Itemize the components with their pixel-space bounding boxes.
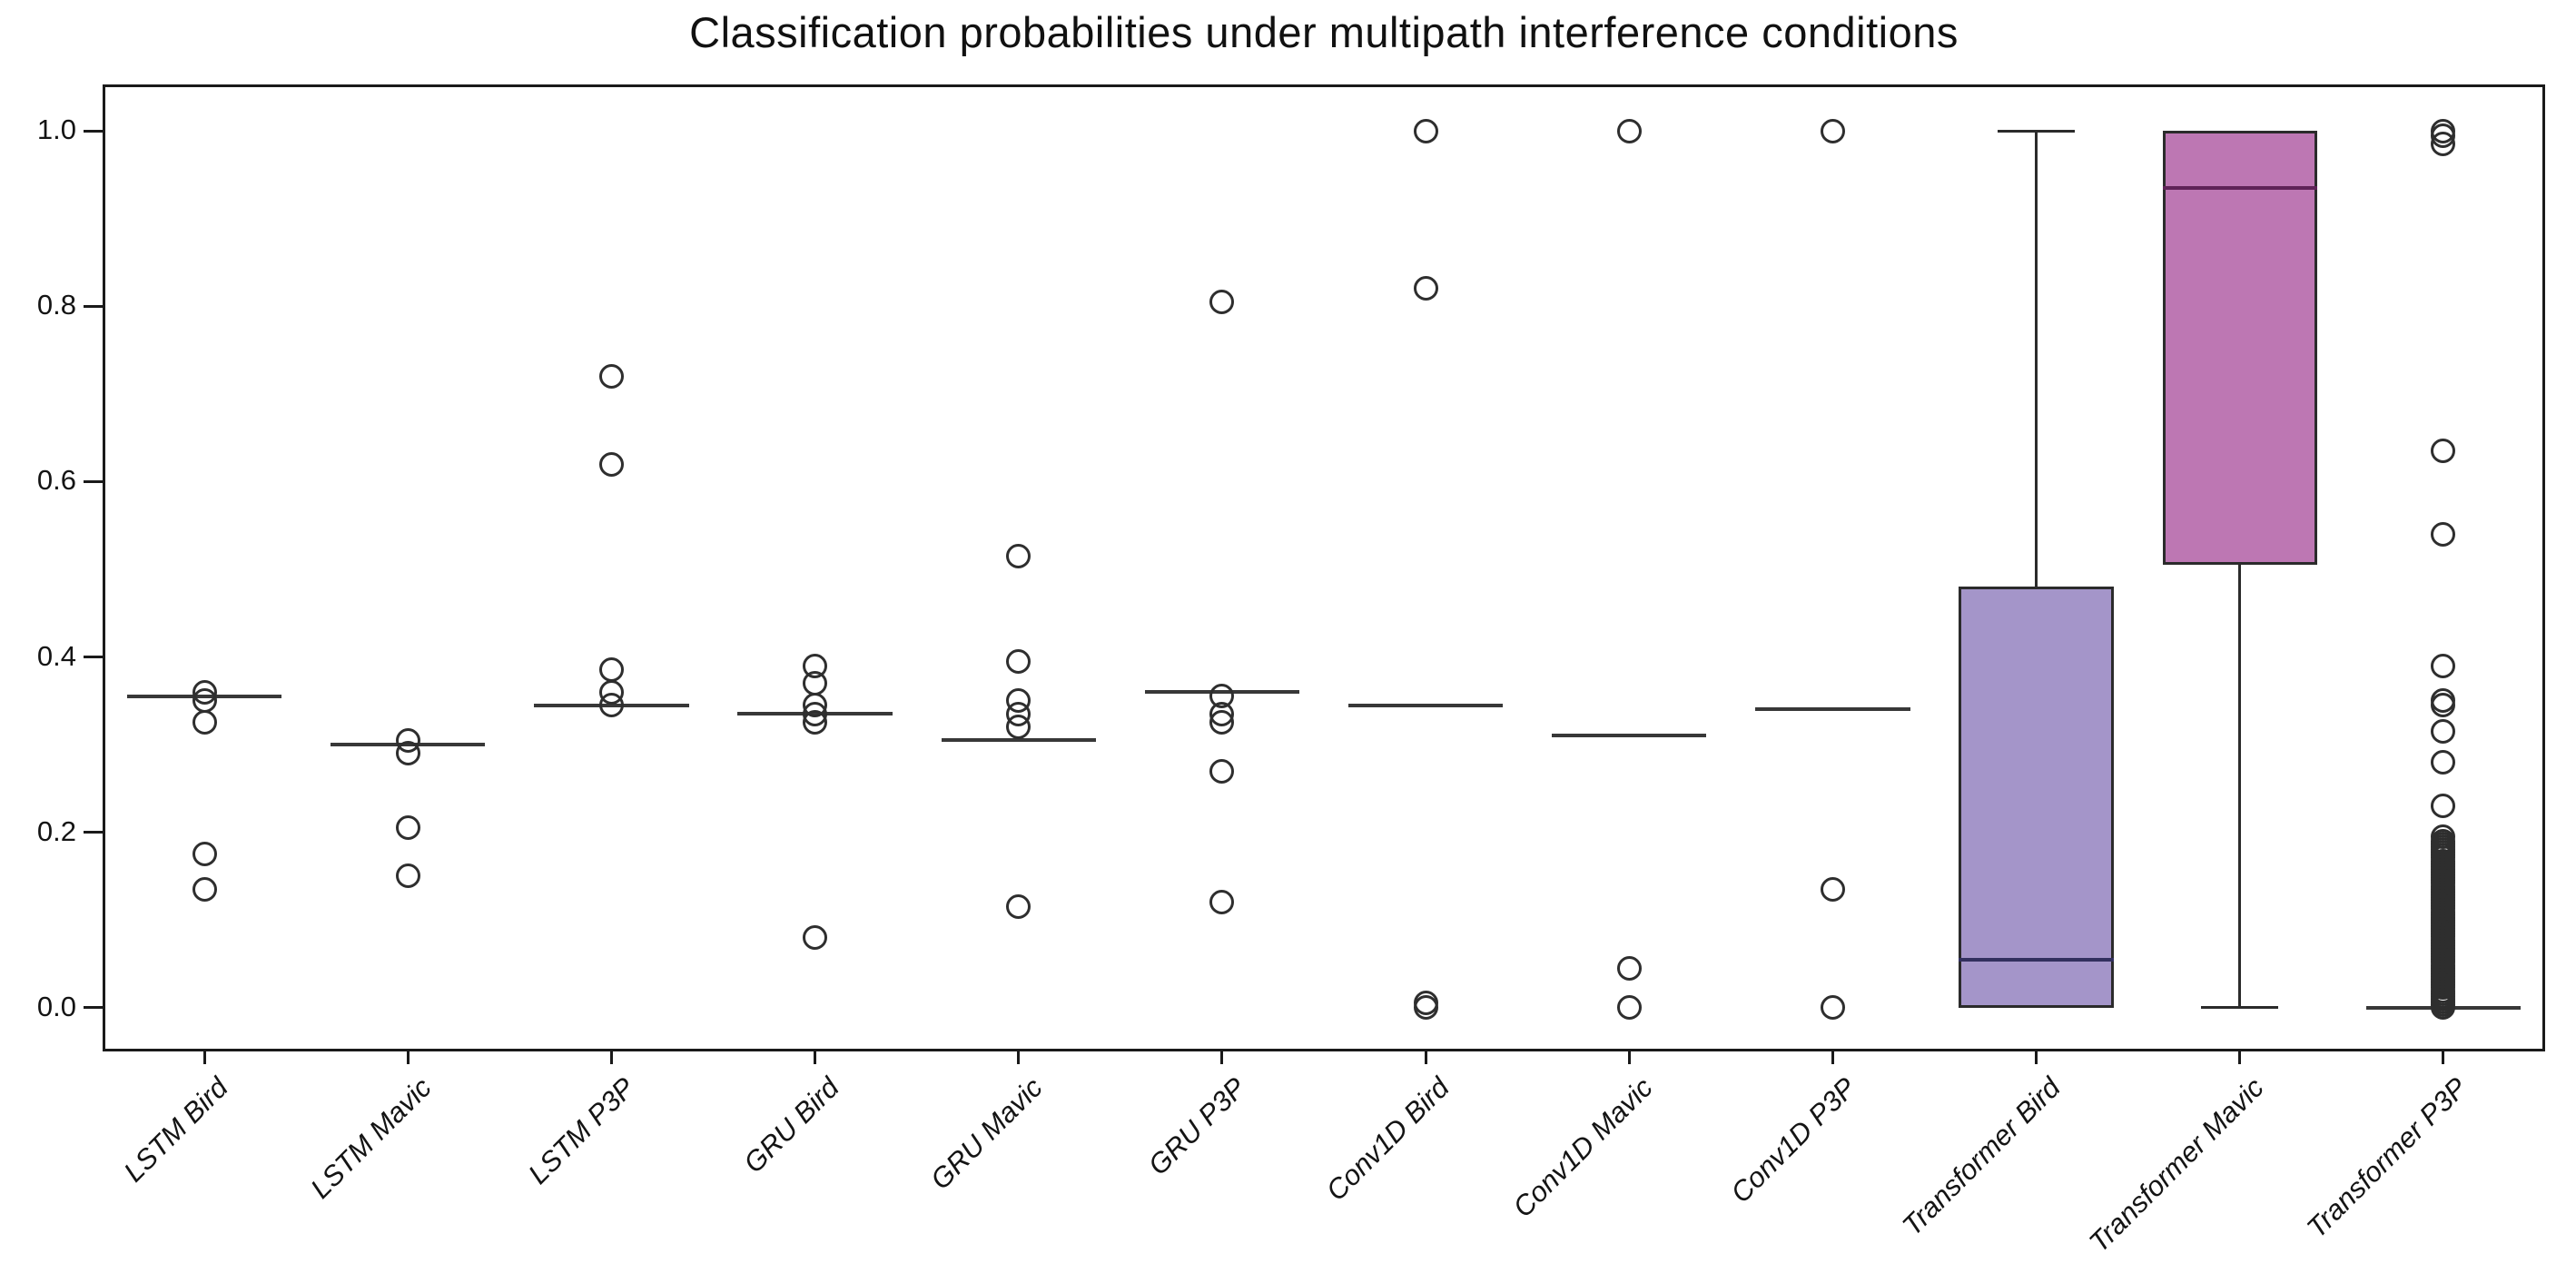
y-tick-mark <box>84 656 103 658</box>
outlier-point <box>2431 828 2456 854</box>
outlier-point <box>803 670 828 696</box>
x-tick-label: LSTM Mavic <box>304 1071 438 1205</box>
x-tick-label: LSTM Bird <box>117 1071 234 1189</box>
whisker-line <box>2035 131 2038 587</box>
outlier-point <box>1616 995 1642 1021</box>
x-tick-label: GRU Bird <box>736 1071 845 1179</box>
x-tick-label: LSTM P3P <box>522 1071 642 1190</box>
x-tick-label: Conv1D Bird <box>1319 1071 1456 1208</box>
outlier-point <box>1616 118 1642 143</box>
outlier-point <box>2431 439 2456 464</box>
x-tick-mark <box>2035 1051 2038 1064</box>
x-tick-label: GRU P3P <box>1141 1071 1252 1181</box>
y-tick-mark <box>84 1006 103 1010</box>
outlier-point <box>1413 995 1438 1021</box>
x-tick-mark <box>1424 1051 1427 1064</box>
outlier-point <box>598 693 624 718</box>
outlier-point <box>2431 521 2456 547</box>
outlier-point <box>395 741 420 766</box>
outlier-point <box>2431 719 2456 745</box>
chart-title: Classification probabilities under multi… <box>689 8 1959 56</box>
box-conv1d-p3p <box>1755 707 1910 712</box>
x-tick-mark <box>1017 1051 1021 1064</box>
y-tick-label: 1.0 <box>36 113 76 146</box>
outlier-point <box>192 842 217 867</box>
outlier-point <box>2431 693 2456 718</box>
outlier-point <box>598 364 624 390</box>
outlier-point <box>1006 648 1031 674</box>
whisker-cap <box>1997 129 2076 133</box>
outlier-point <box>2431 132 2456 157</box>
outlier-point <box>803 710 828 735</box>
median-line <box>1959 957 2114 962</box>
outlier-point <box>1616 955 1642 981</box>
x-tick-mark <box>202 1051 206 1064</box>
plot-area <box>103 84 2545 1051</box>
x-tick-label: Conv1D P3P <box>1724 1071 1863 1209</box>
outlier-point <box>1820 876 1845 902</box>
box-conv1d-bird <box>1347 703 1504 707</box>
outlier-point <box>192 876 217 902</box>
outlier-point <box>2431 749 2456 775</box>
outlier-point <box>1006 894 1031 920</box>
box-conv1d-mavic <box>1552 734 1707 738</box>
outlier-point <box>192 710 217 735</box>
x-tick-mark <box>1220 1051 1224 1064</box>
outlier-point <box>192 688 217 714</box>
whisker-line <box>2238 565 2242 1008</box>
y-tick-label: 0.8 <box>36 289 76 321</box>
outlier-point <box>1820 995 1845 1021</box>
box-gru-mavic <box>941 738 1096 743</box>
x-tick-mark <box>1831 1051 1834 1064</box>
outlier-point <box>395 863 420 889</box>
x-tick-label: GRU Mavic <box>923 1071 1049 1196</box>
x-tick-mark <box>814 1051 817 1064</box>
box-transformer-mavic <box>2162 131 2317 566</box>
y-tick-label: 0.2 <box>36 814 76 847</box>
outlier-point <box>1413 118 1438 143</box>
outlier-point <box>1820 118 1845 143</box>
median-line <box>2162 185 2317 190</box>
x-tick-mark <box>1627 1051 1631 1064</box>
x-tick-mark <box>609 1051 613 1064</box>
outlier-point <box>1209 758 1235 784</box>
x-tick-mark <box>2442 1051 2445 1064</box>
y-tick-label: 0.4 <box>36 639 76 672</box>
y-tick-mark <box>84 129 103 133</box>
whisker-cap <box>2201 1006 2279 1010</box>
y-tick-label: 0.6 <box>36 464 76 497</box>
y-tick-mark <box>84 304 103 308</box>
outlier-point <box>1209 890 1235 915</box>
outlier-point <box>2431 794 2456 819</box>
outlier-point <box>803 924 828 950</box>
outlier-point <box>1413 276 1438 301</box>
x-tick-label: Transformer Bird <box>1895 1071 2067 1242</box>
x-tick-label: Conv1D Mavic <box>1506 1071 1659 1224</box>
outlier-point <box>1006 715 1031 740</box>
y-tick-mark <box>84 831 103 834</box>
outlier-point <box>1209 710 1235 735</box>
x-tick-mark <box>406 1051 410 1064</box>
outlier-point <box>598 451 624 477</box>
outlier-point <box>1006 543 1031 568</box>
x-tick-label: Transformer P3P <box>2300 1071 2473 1245</box>
x-tick-mark <box>2238 1051 2242 1064</box>
x-tick-label: Transformer Mavic <box>2082 1071 2270 1258</box>
outlier-point <box>1209 289 1235 314</box>
outlier-point <box>395 815 420 841</box>
outlier-point <box>2431 653 2456 678</box>
y-tick-mark <box>84 479 103 483</box>
y-tick-label: 0.0 <box>36 990 76 1022</box>
box-transformer-bird <box>1959 587 2114 1008</box>
